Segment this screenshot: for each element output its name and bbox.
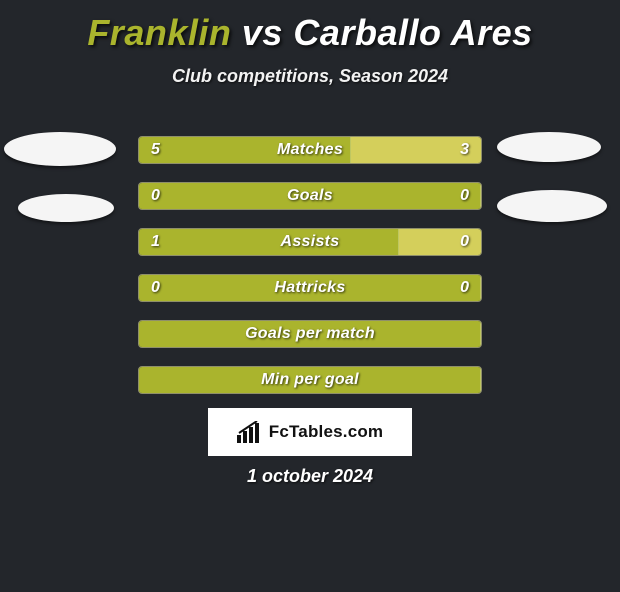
- stat-row: 00Goals: [138, 182, 482, 210]
- deco-oval: [18, 194, 114, 222]
- bar-left-fill: [139, 229, 399, 255]
- page-title: Franklin vs Carballo Ares: [0, 12, 620, 54]
- stat-right-value: 0: [448, 275, 481, 301]
- stat-left-value: 5: [139, 137, 172, 163]
- stat-right-value: 0: [448, 183, 481, 209]
- logo-box: FcTables.com: [208, 408, 412, 456]
- stat-right-value: 3: [448, 137, 481, 163]
- comparison-bars: 53Matches00Goals10Assists00HattricksGoal…: [138, 136, 482, 394]
- player1-name: Franklin: [87, 12, 231, 53]
- vs-label: vs: [242, 12, 283, 53]
- player2-name: Carballo Ares: [293, 12, 532, 53]
- stat-row: 53Matches: [138, 136, 482, 164]
- stat-right-value: 0: [448, 229, 481, 255]
- stat-left-value: 1: [139, 229, 172, 255]
- stat-left-value: 0: [139, 275, 172, 301]
- deco-oval: [497, 132, 601, 162]
- deco-oval: [497, 190, 607, 222]
- stat-row: 00Hattricks: [138, 274, 482, 302]
- bar-left-fill: [139, 367, 481, 393]
- bar-left-fill: [139, 183, 481, 209]
- stat-row: Min per goal: [138, 366, 482, 394]
- stat-row: 10Assists: [138, 228, 482, 256]
- stat-left-value: 0: [139, 183, 172, 209]
- stat-row: Goals per match: [138, 320, 482, 348]
- bar-left-fill: [139, 275, 481, 301]
- chart-icon: [237, 421, 263, 443]
- bar-left-fill: [139, 321, 481, 347]
- subtitle: Club competitions, Season 2024: [0, 66, 620, 87]
- date-label: 1 october 2024: [0, 466, 620, 487]
- logo-text: FcTables.com: [269, 422, 384, 442]
- right-deco-column: [497, 132, 612, 222]
- deco-oval: [4, 132, 116, 166]
- left-deco-column: [4, 132, 119, 222]
